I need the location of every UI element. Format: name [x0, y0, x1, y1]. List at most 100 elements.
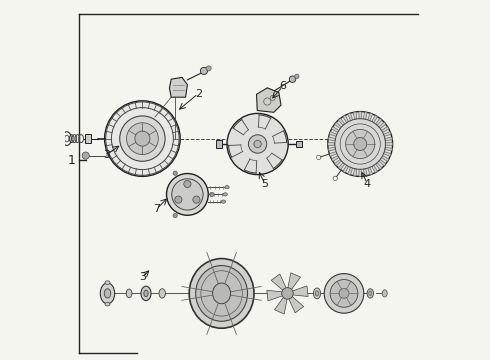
Ellipse shape [382, 290, 387, 297]
Polygon shape [353, 169, 357, 176]
Ellipse shape [105, 281, 110, 284]
Circle shape [135, 131, 150, 146]
Circle shape [254, 140, 261, 148]
Circle shape [200, 67, 208, 75]
Polygon shape [382, 127, 389, 132]
Ellipse shape [213, 283, 231, 304]
Polygon shape [343, 115, 348, 123]
Ellipse shape [126, 289, 132, 298]
Polygon shape [372, 115, 378, 123]
Text: 6: 6 [279, 81, 286, 91]
Ellipse shape [105, 302, 110, 306]
Ellipse shape [189, 258, 254, 328]
Polygon shape [375, 118, 382, 125]
Circle shape [210, 192, 214, 197]
Polygon shape [384, 152, 391, 156]
Ellipse shape [315, 291, 319, 296]
Text: 5: 5 [261, 179, 269, 189]
Circle shape [248, 135, 267, 153]
Polygon shape [328, 137, 336, 141]
Text: 2: 2 [195, 89, 202, 99]
Polygon shape [364, 112, 367, 119]
Circle shape [173, 171, 177, 175]
Circle shape [193, 196, 200, 203]
Polygon shape [329, 132, 337, 136]
Text: 4: 4 [364, 179, 371, 189]
Circle shape [227, 113, 288, 175]
Text: 1: 1 [67, 154, 75, 167]
Polygon shape [382, 156, 389, 161]
Polygon shape [368, 113, 372, 121]
Polygon shape [359, 169, 362, 176]
Ellipse shape [223, 193, 227, 196]
Circle shape [184, 180, 191, 188]
Circle shape [173, 213, 177, 218]
Bar [296, 141, 302, 147]
Circle shape [328, 112, 392, 176]
Polygon shape [267, 290, 283, 301]
Polygon shape [385, 147, 392, 151]
Ellipse shape [225, 186, 229, 189]
Bar [216, 140, 221, 148]
Polygon shape [331, 156, 339, 161]
Polygon shape [328, 147, 336, 151]
Circle shape [120, 116, 165, 161]
Circle shape [172, 179, 203, 210]
Circle shape [289, 76, 296, 82]
Circle shape [167, 174, 208, 215]
Polygon shape [385, 137, 392, 141]
Ellipse shape [221, 200, 225, 203]
Polygon shape [372, 165, 378, 173]
Polygon shape [257, 88, 281, 112]
Polygon shape [368, 167, 372, 175]
Ellipse shape [369, 291, 372, 296]
Polygon shape [384, 132, 391, 136]
Polygon shape [328, 143, 335, 145]
Polygon shape [271, 274, 286, 291]
Polygon shape [379, 122, 386, 129]
Ellipse shape [100, 283, 115, 304]
Circle shape [294, 74, 299, 78]
Polygon shape [343, 165, 348, 173]
Circle shape [104, 101, 180, 176]
Text: 3: 3 [139, 272, 146, 282]
Polygon shape [292, 286, 308, 297]
Polygon shape [386, 143, 392, 145]
Ellipse shape [196, 266, 247, 321]
Circle shape [335, 119, 386, 169]
Polygon shape [359, 112, 362, 119]
Polygon shape [288, 273, 300, 290]
Polygon shape [348, 113, 353, 121]
Polygon shape [338, 118, 345, 125]
Ellipse shape [314, 288, 320, 299]
Polygon shape [331, 127, 339, 132]
Circle shape [345, 130, 375, 159]
Ellipse shape [144, 290, 148, 297]
Text: 3: 3 [103, 150, 110, 160]
Polygon shape [338, 163, 345, 170]
Text: 7: 7 [153, 204, 160, 214]
Polygon shape [335, 122, 342, 129]
Bar [85, 134, 91, 143]
Circle shape [82, 152, 89, 159]
Circle shape [175, 196, 182, 203]
Polygon shape [329, 152, 337, 156]
Circle shape [339, 288, 349, 298]
Ellipse shape [367, 289, 373, 298]
Ellipse shape [104, 289, 111, 298]
Polygon shape [379, 159, 386, 166]
Circle shape [330, 279, 358, 307]
Polygon shape [335, 159, 342, 166]
Circle shape [324, 274, 364, 313]
Ellipse shape [141, 286, 151, 301]
Polygon shape [364, 169, 367, 176]
Circle shape [354, 138, 367, 150]
Polygon shape [353, 112, 357, 119]
Circle shape [126, 123, 158, 154]
Circle shape [282, 288, 293, 299]
Ellipse shape [159, 289, 166, 298]
Polygon shape [348, 167, 353, 175]
Polygon shape [289, 296, 304, 313]
Circle shape [206, 66, 211, 71]
Polygon shape [170, 77, 187, 97]
